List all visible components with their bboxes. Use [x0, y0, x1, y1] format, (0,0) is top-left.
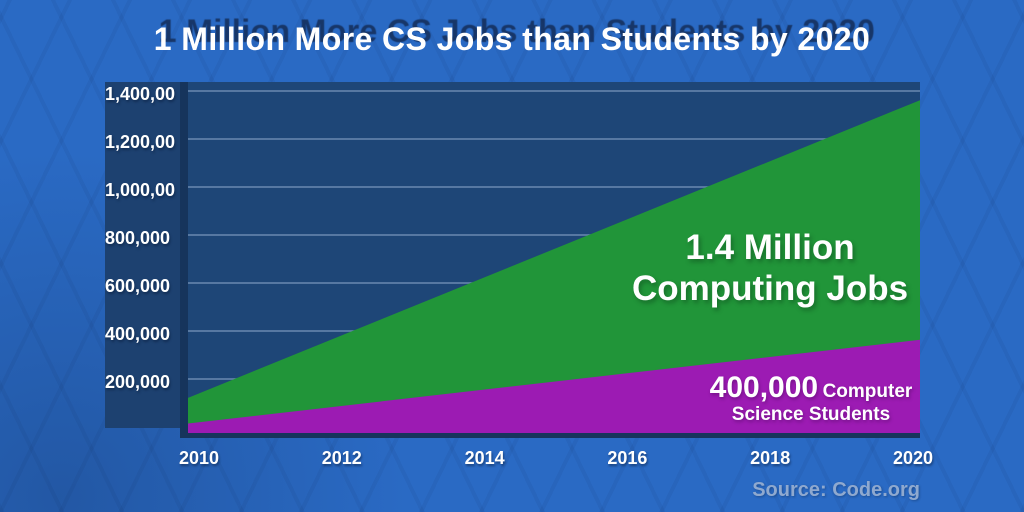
students-count: 400,000 [709, 371, 819, 404]
y-tick-label: 1,000,00 [105, 180, 176, 200]
y-axis-label-strip [105, 82, 180, 428]
y-tick-label: 1,400,00 [105, 84, 176, 104]
x-tick-label: 2018 [750, 448, 791, 468]
students-annotation-line2: Science Students [731, 404, 891, 425]
series-areas [188, 100, 920, 433]
students-area-annotation: 400,000 Computer Science Students [695, 373, 927, 425]
chart-title: 1 Million More CS Jobs than Students by … [153, 21, 871, 57]
y-tick-label: 200,000 [105, 372, 171, 392]
jobs-annotation-line2: Computing Jobs [631, 269, 909, 308]
students-label-word1: Computer [822, 381, 913, 402]
students-annotation-line1: 400,000 Computer [695, 373, 927, 403]
x-tick-label: 2016 [607, 448, 648, 468]
students-area [188, 339, 920, 433]
y-tick-label: 400,000 [105, 324, 171, 344]
jobs-area-annotation: 1.4 Million Computing Jobs [620, 227, 920, 309]
chart-panel [105, 82, 920, 438]
x-tick-label: 2014 [464, 448, 505, 468]
x-tick-label: 2020 [892, 448, 934, 468]
jobs-annotation-line1: 1.4 Million [685, 228, 855, 267]
jobs-area [188, 100, 920, 433]
x-tick-label: 2012 [321, 448, 362, 468]
y-tick-label: 600,000 [105, 276, 171, 296]
y-tick-label: 1,200,00 [105, 132, 176, 152]
y-tick-label: 800,000 [105, 228, 171, 248]
source-credit: Source: Code.org [752, 479, 920, 501]
x-tick-label: 2010 [178, 448, 220, 468]
